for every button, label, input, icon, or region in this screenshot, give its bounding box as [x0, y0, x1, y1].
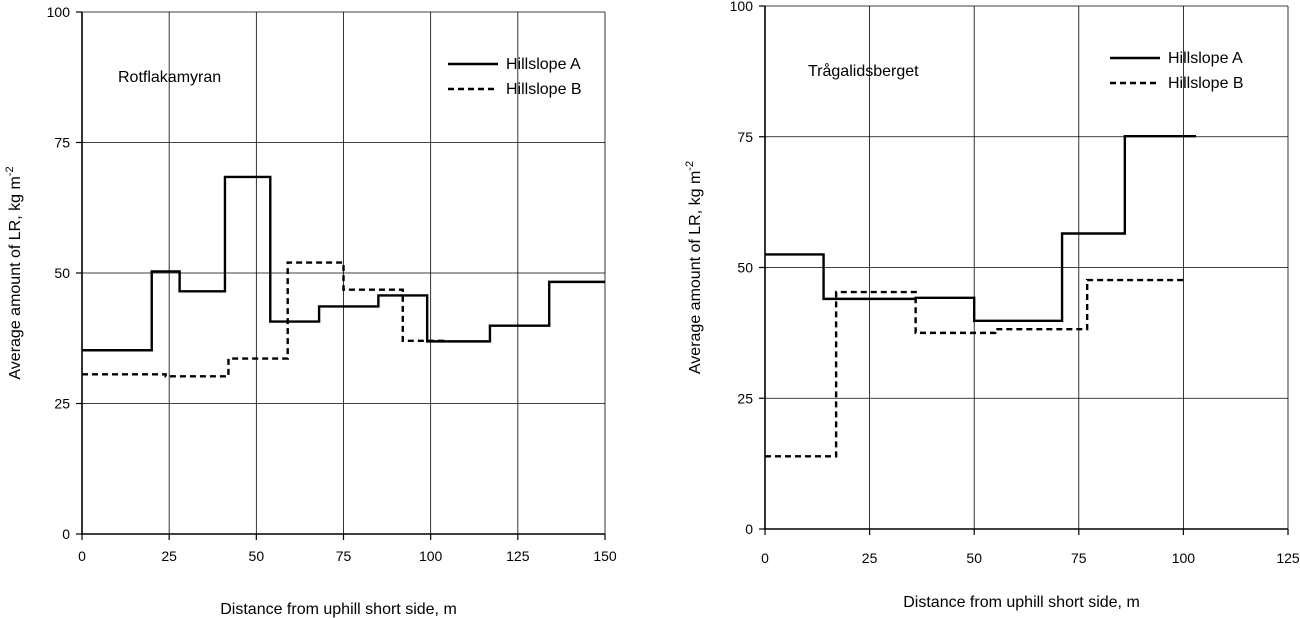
legend-label: Hillslope A — [1168, 50, 1243, 67]
legend-label: Hillslope A — [506, 56, 581, 73]
y-axis-label-superscript: -2 — [684, 161, 696, 171]
y-tick-label: 50 — [54, 265, 70, 281]
legend-label: Hillslope B — [506, 81, 582, 98]
y-tick-label: 100 — [730, 0, 754, 14]
chart-tragalidsberget: 0 25 50 75 100 125 0 25 50 75 100 Distance from uph… — [684, 0, 1300, 611]
x-tick-label: 50 — [249, 548, 265, 564]
y-tick-label: 25 — [737, 390, 753, 406]
x-tick-label: 100 — [419, 548, 443, 564]
x-axis-label: Distance from uphill short side, m — [903, 594, 1140, 611]
x-tick-label: 150 — [593, 548, 617, 564]
site-name: Rotflakamyran — [118, 69, 221, 86]
y-tick-label: 100 — [47, 4, 71, 20]
y-tick-label: 0 — [745, 521, 753, 537]
legend-label: Hillslope B — [1168, 75, 1244, 92]
series-line-hillslope-a — [765, 135, 1196, 323]
y-tick-label: 50 — [737, 260, 753, 276]
y-tick-label: 25 — [54, 396, 70, 412]
x-tick-label: 125 — [506, 548, 530, 564]
y-tick-label: 75 — [54, 135, 70, 151]
x-tick-label: 75 — [336, 548, 352, 564]
x-tick-label: 50 — [966, 550, 982, 566]
x-tick-label: 75 — [1071, 550, 1087, 566]
chart-rotflakamyran: 0 25 50 75 100 125 150 0 25 50 75 100 Distance from … — [4, 4, 617, 618]
y-axis-label: Average amount of LR, kg m-2 — [684, 161, 704, 374]
x-tick-label: 25 — [161, 548, 177, 564]
x-tick-label: 0 — [761, 550, 769, 566]
y-tick-label: 0 — [62, 526, 70, 542]
series-line-hillslope-b — [765, 278, 1184, 458]
site-name: Trågalidsberget — [808, 62, 919, 80]
series-line-hillslope-b — [82, 261, 445, 378]
y-tick-label: 75 — [737, 129, 753, 145]
x-axis-label: Distance from uphill short side, m — [220, 601, 457, 618]
y-axis-label: Average amount of LR, kg m-2 — [4, 166, 24, 379]
x-tick-label: 100 — [1172, 550, 1196, 566]
x-tick-label: 0 — [78, 548, 86, 564]
series-line-hillslope-a — [82, 175, 605, 352]
x-tick-label: 125 — [1276, 550, 1300, 566]
y-axis-label-superscript: -2 — [4, 166, 16, 176]
x-tick-label: 25 — [862, 550, 878, 566]
